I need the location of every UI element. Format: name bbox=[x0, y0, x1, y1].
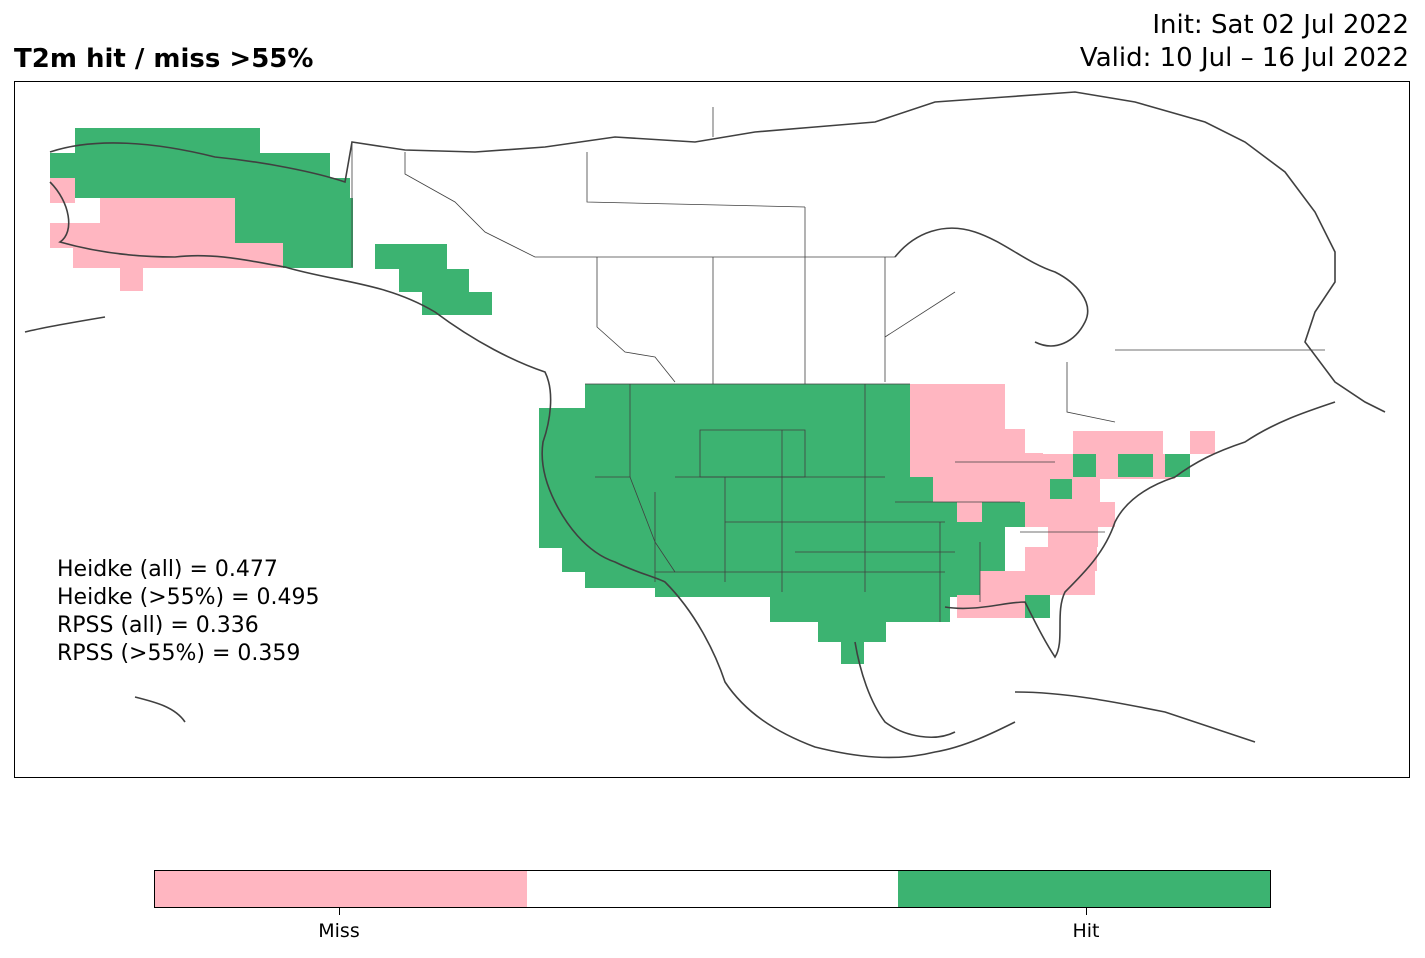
colorbar bbox=[154, 870, 1271, 908]
miss-cell bbox=[1048, 527, 1098, 547]
hit-cell bbox=[1165, 454, 1190, 477]
init-date: Init: Sat 02 Jul 2022 bbox=[1152, 10, 1409, 40]
miss-cell bbox=[73, 243, 283, 268]
score-stats: Heidke (all) = 0.477 Heidke (>55%) = 0.4… bbox=[57, 556, 320, 668]
miss-cell bbox=[980, 571, 1005, 595]
colorbar-neutral-segment bbox=[526, 871, 899, 907]
miss-cell bbox=[957, 502, 982, 522]
valid-period: Valid: 10 Jul – 16 Jul 2022 bbox=[1079, 43, 1409, 73]
coastlines bbox=[24, 91, 1386, 759]
miss-cell bbox=[1190, 431, 1215, 454]
hit-cell bbox=[50, 153, 330, 178]
conus-cells bbox=[539, 384, 1215, 664]
hit-cell bbox=[75, 128, 260, 153]
miss-cell bbox=[910, 384, 1005, 429]
miss-cell bbox=[1025, 502, 1115, 527]
hit-cell bbox=[1118, 454, 1153, 477]
hit-cell bbox=[539, 408, 910, 548]
miss-cell bbox=[1000, 571, 1095, 595]
colorbar-tick-miss bbox=[339, 908, 340, 915]
miss-cell bbox=[910, 429, 1025, 453]
colorbar-tick-hit bbox=[1086, 908, 1087, 915]
alaska-cells bbox=[50, 128, 492, 315]
map-panel bbox=[14, 81, 1410, 778]
miss-cell bbox=[935, 477, 955, 497]
hit-cell bbox=[375, 244, 447, 269]
map-canvas bbox=[24, 91, 1386, 759]
miss-cell bbox=[1025, 547, 1097, 571]
miss-cell bbox=[120, 268, 143, 291]
chart-title: T2m hit / miss >55% bbox=[14, 44, 314, 74]
hit-cell bbox=[655, 572, 957, 597]
hit-cell bbox=[1050, 479, 1072, 499]
rpss-55: RPSS (>55%) = 0.359 bbox=[57, 641, 301, 666]
hit-cell bbox=[1003, 502, 1025, 527]
hit-cell bbox=[585, 384, 910, 408]
hit-cell bbox=[770, 597, 950, 622]
miss-cell bbox=[1073, 431, 1163, 454]
hit-cell bbox=[1025, 595, 1050, 618]
colorbar-label-hit: Hit bbox=[1072, 920, 1100, 942]
hit-cell bbox=[50, 178, 350, 198]
colorbar-hit-segment bbox=[898, 871, 1271, 907]
political-boundaries bbox=[351, 107, 1325, 622]
heidke-all: Heidke (all) = 0.477 bbox=[57, 557, 278, 582]
heidke-55: Heidke (>55%) = 0.495 bbox=[57, 585, 320, 610]
hit-cell bbox=[1073, 454, 1096, 477]
hit-cell bbox=[422, 292, 492, 315]
hit-cell bbox=[399, 269, 469, 292]
colorbar-label-miss: Miss bbox=[318, 920, 360, 942]
hit-cell bbox=[841, 642, 864, 664]
rpss-all: RPSS (all) = 0.336 bbox=[57, 613, 259, 638]
hit-cell bbox=[818, 622, 886, 642]
colorbar-miss-segment bbox=[155, 871, 527, 907]
hit-cell bbox=[562, 548, 934, 572]
